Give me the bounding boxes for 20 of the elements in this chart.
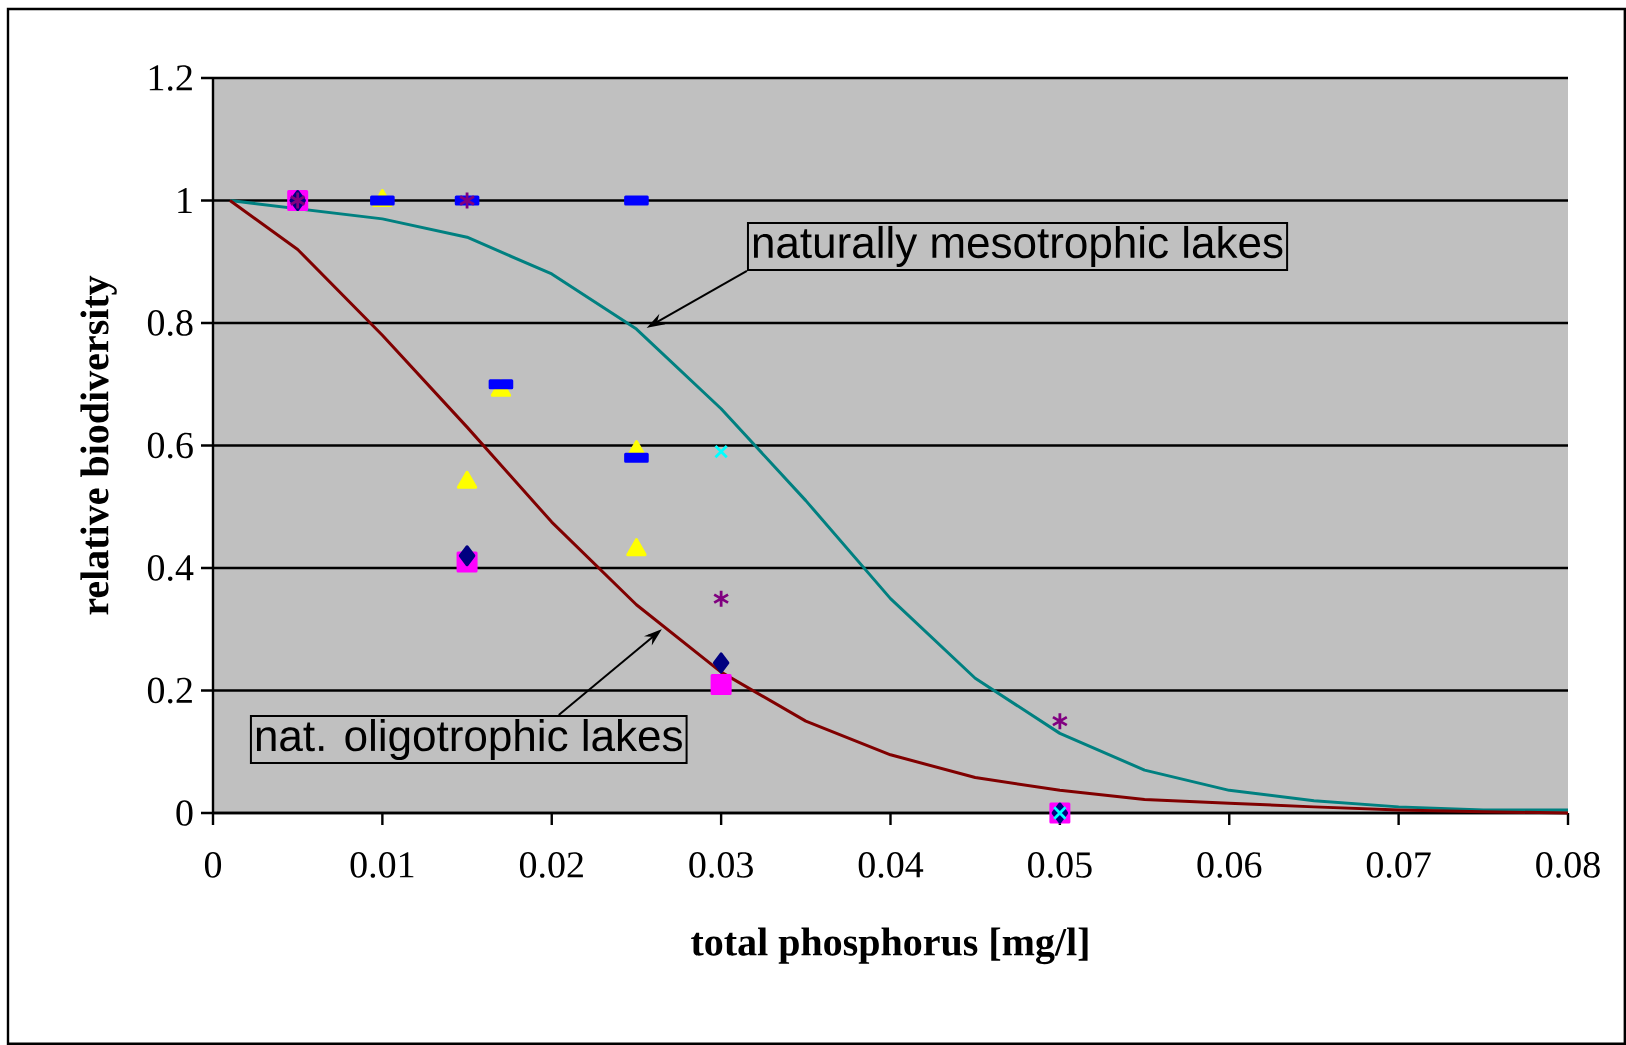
x-tick-label: 0.08: [1536, 852, 1600, 878]
y-tick-label: 0.8: [147, 310, 193, 336]
x-tick-label: 0.06: [1197, 852, 1262, 878]
x-tick-label: 0.04: [858, 852, 924, 878]
x-axis-title: total phosphorus [mg/l]: [691, 927, 1088, 965]
x-tick-label: 0.07: [1366, 852, 1431, 878]
x-tick-label: 0.01: [350, 852, 414, 878]
y-axis-title: relative biodiversity: [80, 275, 117, 615]
y-tick-label: 0: [176, 800, 193, 826]
x-tick-label: 0.02: [519, 852, 583, 878]
y-tick-label: 0.2: [147, 677, 192, 704]
x-tick-label: 0: [204, 852, 222, 878]
y-tick-label: 1.2: [149, 65, 192, 91]
x-tick-label: 0.05: [1028, 852, 1092, 878]
annotation: naturally mesotrophic lakes: [753, 225, 1283, 267]
y-tick-label: 1: [178, 187, 192, 214]
x-tick-label: 0.03: [689, 852, 753, 878]
y-tick-label: 0.4: [147, 555, 194, 581]
y-tick-label: 0.6: [147, 432, 193, 459]
annotation: nat. oligotrophic lakes: [256, 719, 682, 760]
